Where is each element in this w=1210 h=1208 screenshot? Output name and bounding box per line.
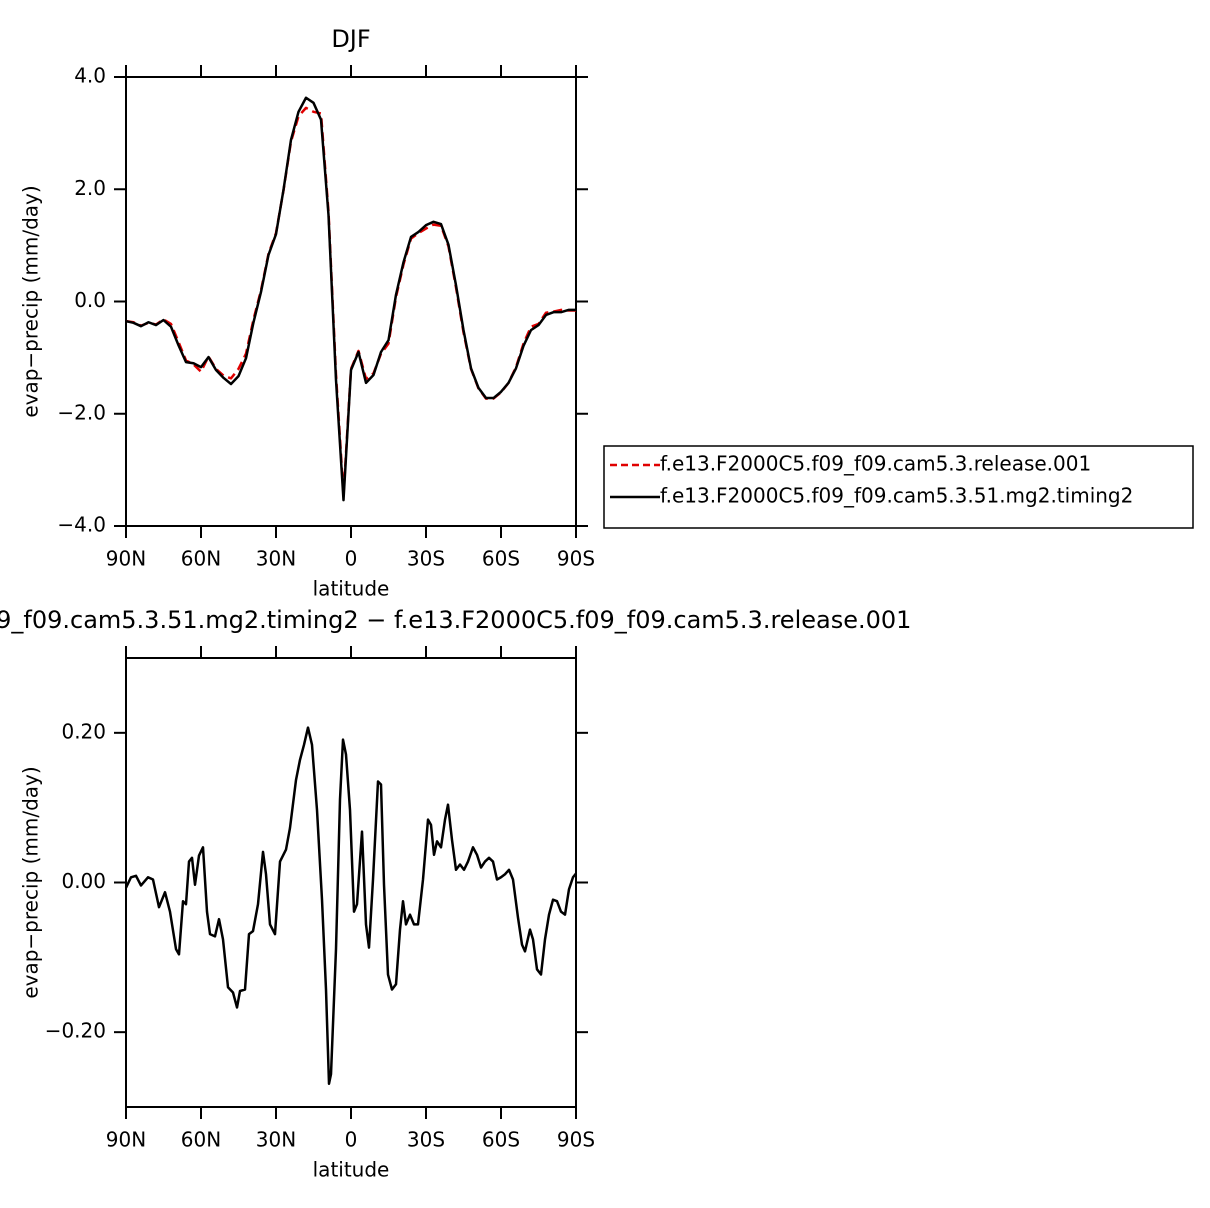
data-line <box>125 96 576 502</box>
x-tick-label: 90N <box>106 547 146 571</box>
x-tick-label: 30N <box>256 547 296 571</box>
chart-title: f.e13.F2000C5.f09_f09.cam5.3.51.mg2.timi… <box>0 606 911 634</box>
x-tick-label: 0 <box>345 1128 358 1152</box>
x-tick-label: 60S <box>482 1128 520 1152</box>
y-tick-label: 0.0 <box>74 288 106 312</box>
x-tick-label: 90N <box>106 1128 146 1152</box>
y-tick-label: 4.0 <box>74 64 106 88</box>
y-axis-label: evap−precip (mm/day) <box>19 185 43 417</box>
x-tick-label: 0 <box>345 547 358 571</box>
x-axis-label: latitude <box>313 1158 390 1182</box>
x-tick-label: 60N <box>181 1128 221 1152</box>
y-tick-label: −2.0 <box>57 400 106 424</box>
x-tick-label: 30N <box>256 1128 296 1152</box>
x-tick-label: 30S <box>407 547 445 571</box>
legend-label: f.e13.F2000C5.f09_f09.cam5.3.51.mg2.timi… <box>660 484 1133 508</box>
y-tick-label: −4.0 <box>57 513 106 537</box>
y-tick-label: 0.00 <box>61 869 106 893</box>
chart-title: DJF <box>331 25 370 53</box>
y-tick-label: 0.20 <box>61 719 106 743</box>
plot-frame <box>125 76 577 527</box>
legend-box <box>603 445 1194 529</box>
x-axis-label: latitude <box>313 577 390 601</box>
legend-label: f.e13.F2000C5.f09_f09.cam5.3.release.001 <box>660 452 1091 476</box>
x-tick-label: 60N <box>181 547 221 571</box>
x-tick-label: 30S <box>407 1128 445 1152</box>
y-tick-label: 2.0 <box>74 176 106 200</box>
data-line <box>124 726 577 1086</box>
x-tick-label: 90S <box>557 547 595 571</box>
y-axis-label: evap−precip (mm/day) <box>19 766 43 998</box>
plot-frame <box>125 657 577 1108</box>
x-tick-label: 60S <box>482 547 520 571</box>
x-tick-label: 90S <box>557 1128 595 1152</box>
y-tick-label: −0.20 <box>45 1019 106 1043</box>
data-line <box>125 106 576 497</box>
